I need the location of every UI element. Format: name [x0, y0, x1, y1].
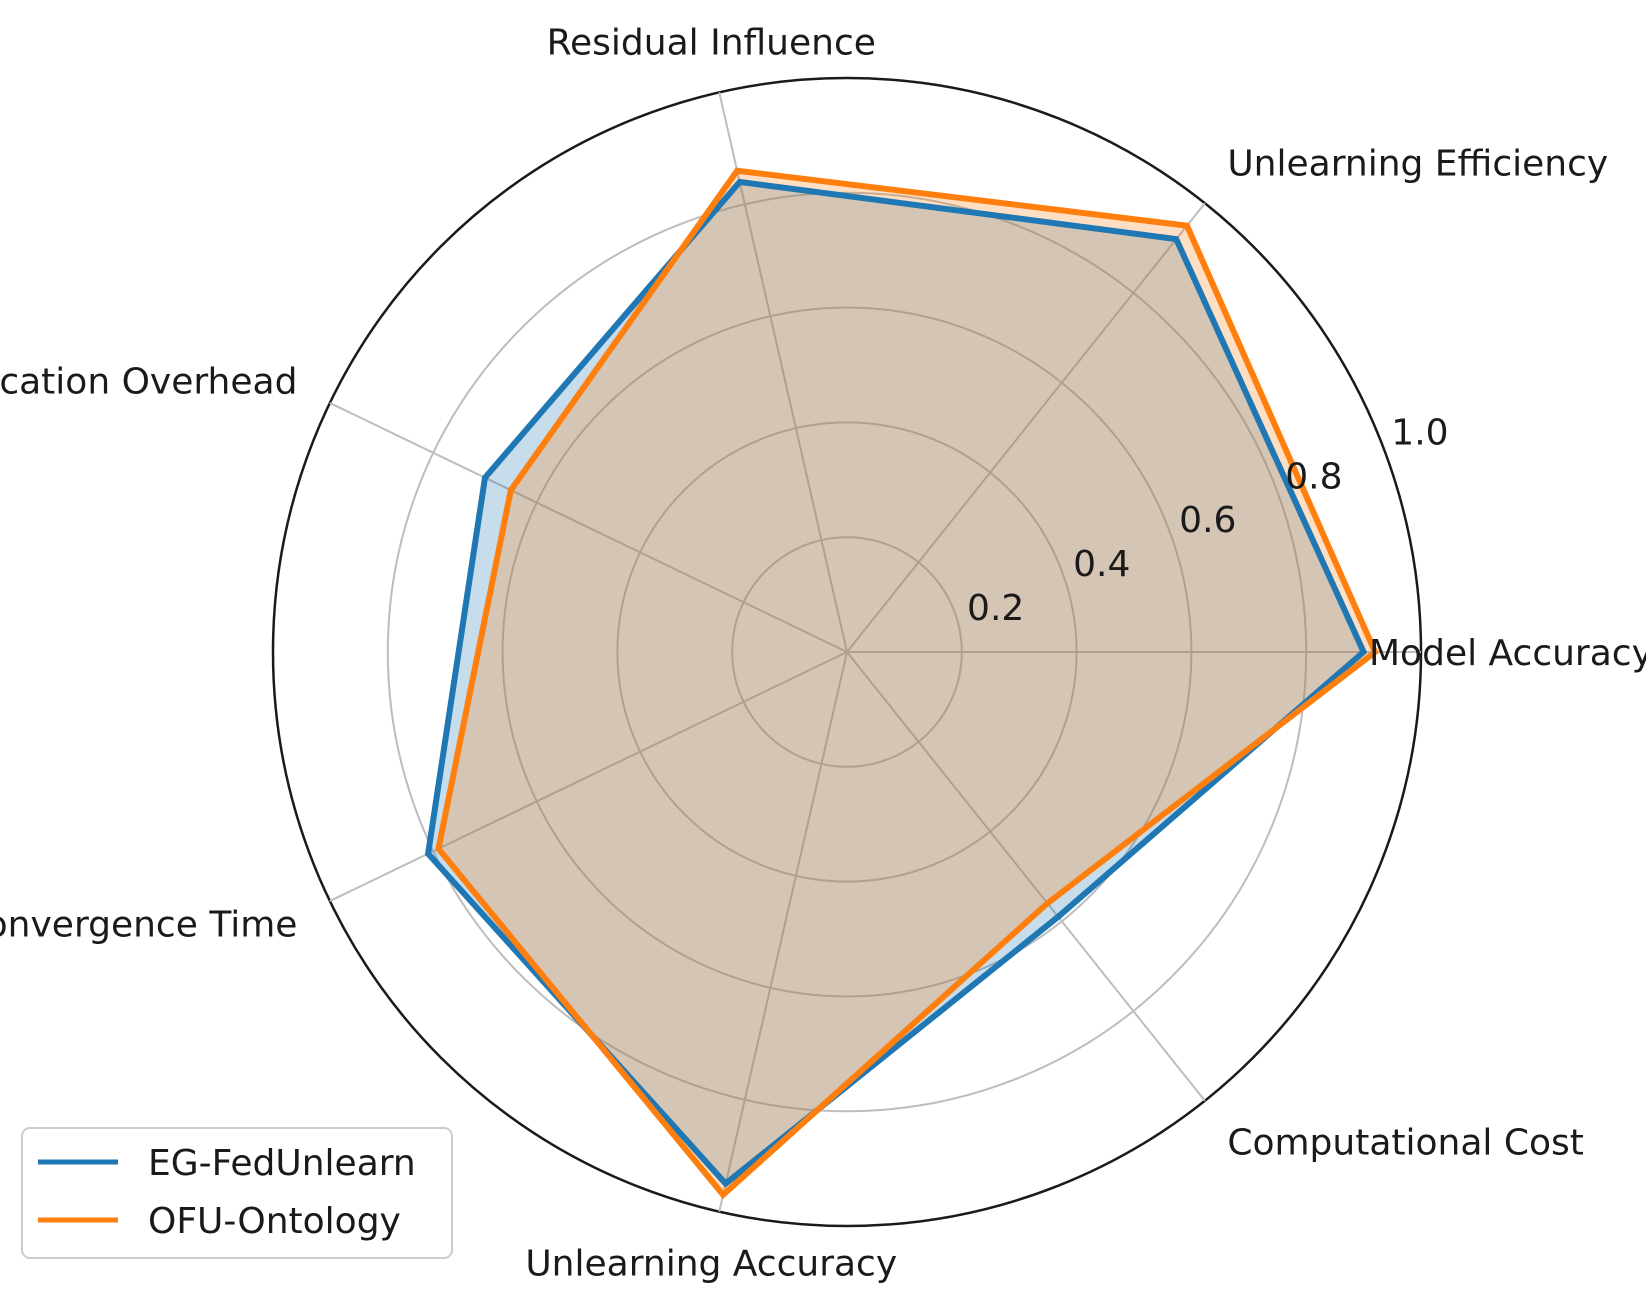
spoke-computational-cost	[846, 651, 1206, 1102]
spoke-communication-overhead	[329, 402, 848, 653]
spoke-residual-influence	[718, 92, 848, 653]
radial-tick-label: 0.4	[1073, 544, 1130, 585]
axis-label-model-accuracy: Model Accuracy	[1369, 633, 1646, 674]
axis-label-convergence-time: Convergence Time	[0, 905, 297, 946]
spoke-unlearning-accuracy	[718, 651, 848, 1212]
legend-label-ofu-ontology: OFU-Ontology	[148, 1201, 401, 1242]
spoke-convergence-time	[329, 651, 848, 902]
radial-tick-label: 0.8	[1285, 456, 1342, 497]
spoke-unlearning-efficiency	[846, 202, 1206, 653]
axis-label-unlearning-efficiency: Unlearning Efficiency	[1227, 144, 1608, 185]
radial-tick-labels: 0.2 0.4 0.6 0.8 1.0	[967, 412, 1449, 629]
axis-label-residual-influence: Residual Influence	[547, 23, 876, 64]
axis-label-communication-overhead: Communication Overhead	[0, 361, 297, 402]
legend: EG-FedUnlearn OFU-Ontology	[21, 1127, 453, 1259]
series-fill-eg-fedunlearn	[428, 181, 1364, 1184]
radar-series	[424, 167, 1379, 1200]
radial-tick-label: 1.0	[1391, 412, 1448, 453]
radar-grid	[271, 76, 1423, 1228]
legend-box	[21, 1127, 453, 1259]
axis-label-unlearning-accuracy: Unlearning Accuracy	[525, 1243, 897, 1284]
radial-tick-label: 0.2	[967, 588, 1024, 629]
axis-labels: Model Accuracy Unlearning Efficiency Resid…	[0, 23, 1646, 1285]
axis-label-computational-cost: Computational Cost	[1227, 1122, 1584, 1163]
series-line-eg-fedunlearn	[424, 178, 1368, 1188]
radial-tick-label: 0.6	[1179, 500, 1236, 541]
series-fill-ofu-ontology	[438, 170, 1376, 1195]
series-line-ofu-ontology	[435, 167, 1379, 1200]
legend-label-eg-fedunlearn: EG-FedUnlearn	[148, 1143, 416, 1184]
